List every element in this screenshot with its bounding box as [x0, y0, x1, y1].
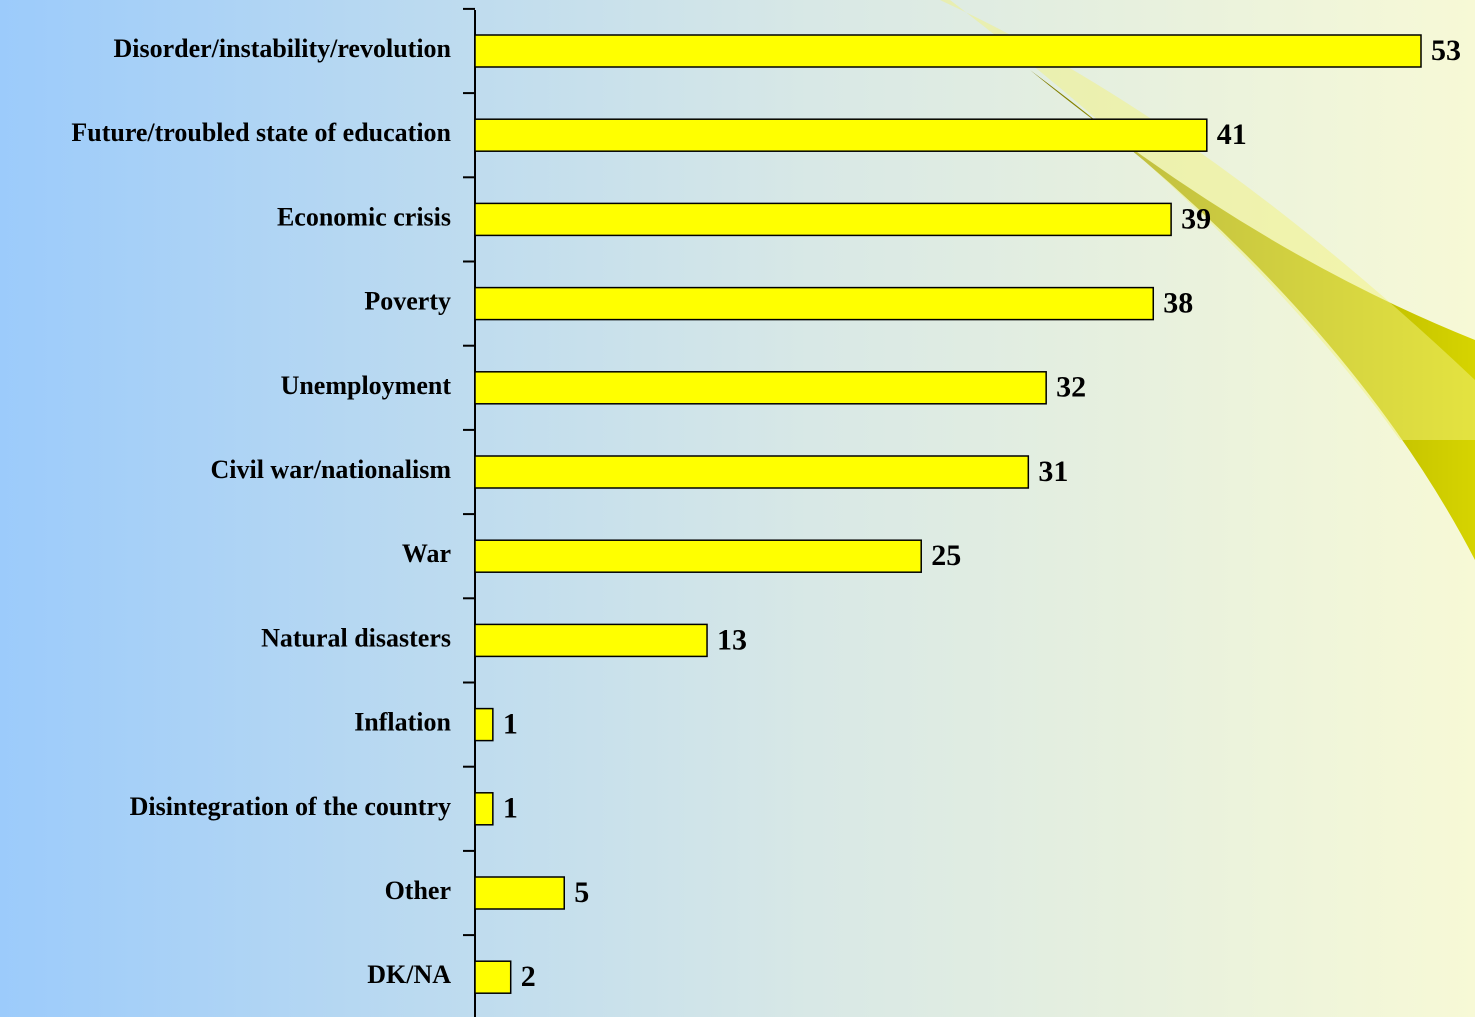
data-label: 31 [1038, 455, 1068, 488]
bar [474, 202, 1172, 237]
bar [474, 623, 708, 658]
bar [474, 34, 1422, 68]
decor-swoosh-light [940, 0, 1475, 440]
data-label: 25 [931, 539, 961, 572]
bar [474, 455, 1030, 489]
y-tick-label: Poverty [364, 287, 451, 316]
data-label: 1 [503, 707, 518, 740]
bar [474, 960, 512, 994]
data-label: 2 [521, 960, 536, 993]
data-label: 41 [1217, 118, 1247, 151]
y-tick-label: Future/troubled state of education [71, 118, 451, 147]
data-label: 13 [717, 623, 747, 656]
y-tick-label: Disintegration of the country [130, 792, 451, 821]
data-label: 32 [1056, 371, 1086, 404]
y-tick-label: Natural disasters [261, 623, 451, 652]
data-label: 53 [1431, 34, 1461, 67]
bar [474, 286, 1155, 321]
data-label: 5 [574, 876, 589, 909]
data-label: 1 [503, 792, 518, 825]
y-tick-label: Unemployment [281, 371, 452, 400]
bar [474, 707, 494, 742]
y-tick-label: Other [385, 876, 451, 905]
bar [474, 876, 565, 910]
bar [474, 539, 922, 573]
y-tick-label: Civil war/nationalism [210, 455, 451, 484]
y-tick-label: DK/NA [367, 960, 451, 989]
y-tick-label: Disorder/instability/revolution [113, 34, 451, 63]
data-label: 38 [1163, 286, 1193, 319]
y-tick-label: War [402, 539, 451, 568]
bar [474, 118, 1208, 152]
y-tick-label: Economic crisis [277, 202, 451, 231]
bar [474, 371, 1047, 405]
bar [474, 792, 494, 826]
data-label: 39 [1181, 202, 1211, 235]
y-tick-label: Inflation [354, 708, 451, 737]
